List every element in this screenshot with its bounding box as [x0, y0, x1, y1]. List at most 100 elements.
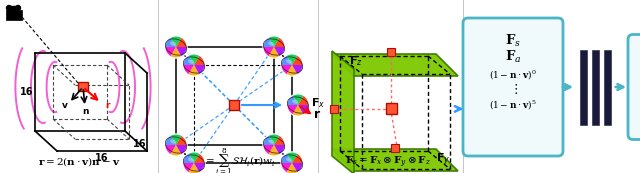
Wedge shape: [269, 145, 279, 156]
Wedge shape: [194, 65, 205, 74]
Text: $\mathbf{F}_a$: $\mathbf{F}_a$: [505, 49, 521, 65]
Wedge shape: [264, 38, 274, 47]
Wedge shape: [184, 163, 194, 172]
Circle shape: [183, 54, 205, 76]
Wedge shape: [189, 163, 199, 173]
Circle shape: [6, 6, 12, 11]
Text: 16: 16: [133, 139, 147, 149]
Wedge shape: [292, 105, 303, 116]
Ellipse shape: [268, 42, 275, 46]
FancyBboxPatch shape: [10, 6, 17, 10]
Ellipse shape: [268, 140, 275, 144]
Ellipse shape: [170, 42, 177, 46]
Wedge shape: [264, 145, 274, 154]
Wedge shape: [166, 47, 176, 56]
Wedge shape: [189, 65, 199, 75]
Circle shape: [165, 36, 187, 58]
Circle shape: [281, 54, 303, 76]
Wedge shape: [274, 136, 285, 145]
Wedge shape: [176, 145, 186, 154]
Wedge shape: [269, 37, 279, 47]
Wedge shape: [282, 56, 292, 65]
Text: $\mathbf{r}$: $\mathbf{r}$: [313, 108, 321, 121]
Wedge shape: [189, 153, 199, 163]
Ellipse shape: [286, 158, 292, 162]
FancyBboxPatch shape: [78, 82, 88, 91]
Wedge shape: [298, 105, 308, 114]
Circle shape: [12, 11, 20, 19]
Text: 16: 16: [95, 153, 109, 163]
Ellipse shape: [188, 60, 195, 64]
Wedge shape: [287, 105, 298, 114]
Wedge shape: [166, 136, 176, 145]
Wedge shape: [166, 38, 176, 47]
FancyBboxPatch shape: [330, 105, 338, 113]
FancyBboxPatch shape: [229, 100, 239, 110]
Wedge shape: [176, 38, 186, 47]
Wedge shape: [171, 47, 181, 57]
Wedge shape: [287, 54, 297, 65]
FancyBboxPatch shape: [604, 49, 611, 125]
Wedge shape: [292, 56, 303, 65]
Polygon shape: [332, 51, 354, 173]
Text: $(1-\mathbf{n}\cdot\mathbf{v})^5$: $(1-\mathbf{n}\cdot\mathbf{v})^5$: [489, 98, 537, 112]
Wedge shape: [282, 163, 292, 172]
FancyBboxPatch shape: [391, 144, 399, 152]
Wedge shape: [184, 65, 194, 74]
Wedge shape: [274, 145, 285, 154]
Text: 16: 16: [20, 87, 34, 97]
Wedge shape: [194, 163, 205, 172]
Wedge shape: [269, 134, 279, 145]
Wedge shape: [171, 145, 181, 156]
Wedge shape: [171, 37, 181, 47]
Wedge shape: [176, 136, 186, 145]
Wedge shape: [282, 154, 292, 163]
Ellipse shape: [286, 60, 292, 64]
Wedge shape: [298, 96, 308, 105]
Wedge shape: [269, 47, 279, 57]
Polygon shape: [332, 54, 458, 76]
Wedge shape: [194, 154, 205, 163]
FancyBboxPatch shape: [592, 49, 599, 125]
Wedge shape: [287, 65, 297, 75]
Wedge shape: [292, 94, 303, 105]
FancyBboxPatch shape: [387, 48, 395, 56]
Text: $\vdots$: $\vdots$: [509, 82, 518, 96]
Wedge shape: [274, 38, 285, 47]
Wedge shape: [292, 163, 303, 172]
Wedge shape: [176, 47, 186, 56]
Wedge shape: [184, 56, 194, 65]
Text: $\mathbf{F}_x$: $\mathbf{F}_x$: [311, 97, 325, 110]
Wedge shape: [274, 47, 285, 56]
Circle shape: [165, 134, 187, 156]
Circle shape: [183, 152, 205, 173]
Circle shape: [263, 36, 285, 58]
Text: $\mathbf{F}_s$: $\mathbf{F}_s$: [505, 33, 521, 49]
Ellipse shape: [188, 158, 195, 162]
Wedge shape: [184, 154, 194, 163]
Wedge shape: [264, 136, 274, 145]
FancyBboxPatch shape: [463, 18, 563, 156]
Text: $\mathbf{v}$: $\mathbf{v}$: [61, 102, 69, 111]
Ellipse shape: [292, 100, 298, 104]
Wedge shape: [287, 163, 297, 173]
Circle shape: [287, 94, 309, 116]
Text: $\mathbf{F}_s = \mathbf{F}_x \otimes \mathbf{F}_y \otimes \mathbf{F}_z$: $\mathbf{F}_s = \mathbf{F}_x \otimes \ma…: [345, 154, 431, 170]
Circle shape: [15, 6, 20, 11]
Wedge shape: [171, 134, 181, 145]
Ellipse shape: [170, 140, 177, 144]
Wedge shape: [287, 153, 297, 163]
Wedge shape: [189, 54, 199, 65]
Wedge shape: [282, 65, 292, 74]
Polygon shape: [332, 149, 458, 171]
Text: $(1-\mathbf{n}\cdot\mathbf{v})^0$: $(1-\mathbf{n}\cdot\mathbf{v})^0$: [489, 68, 537, 82]
Wedge shape: [264, 47, 274, 56]
Text: $\mathbf{r} = 2(\mathbf{n} \cdot \mathbf{v})\mathbf{n} - \mathbf{v}$: $\mathbf{r} = 2(\mathbf{n} \cdot \mathbf…: [38, 156, 120, 169]
Text: $\mathbf{r}$: $\mathbf{r}$: [105, 100, 111, 110]
FancyBboxPatch shape: [385, 103, 397, 114]
Text: $\mathbf{F}_y$: $\mathbf{F}_y$: [436, 152, 450, 168]
Wedge shape: [194, 56, 205, 65]
Text: $\mathbf{n}$: $\mathbf{n}$: [82, 107, 90, 116]
FancyBboxPatch shape: [580, 49, 587, 125]
Wedge shape: [287, 96, 298, 105]
